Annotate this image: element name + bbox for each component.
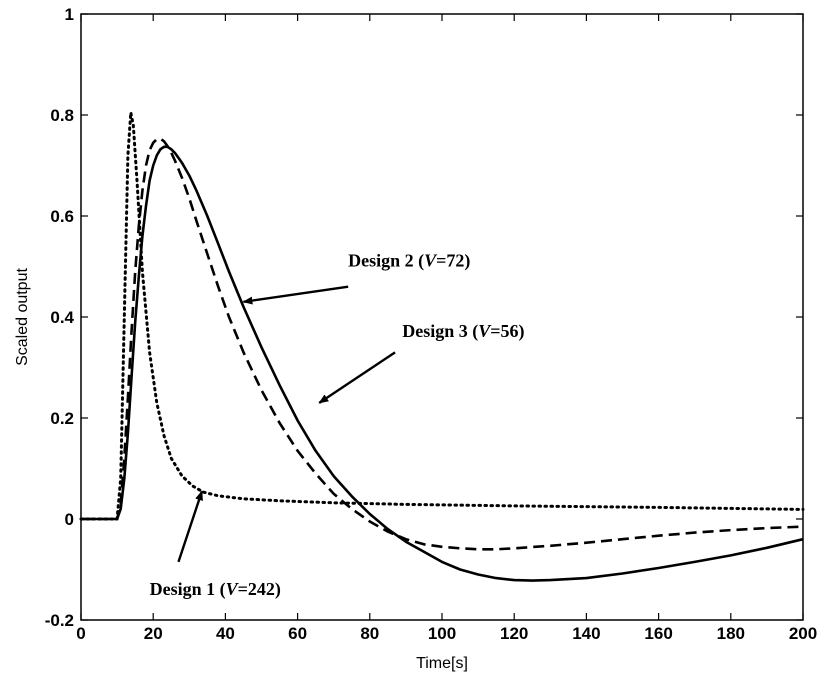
x-tick-label: 120 <box>500 624 528 643</box>
y-tick-label: 0.2 <box>50 409 74 428</box>
series-lines <box>79 111 805 582</box>
annotation-label-part: =242) <box>238 579 281 600</box>
x-tick-label: 0 <box>76 624 85 643</box>
x-tick-label: 100 <box>428 624 456 643</box>
y-tick-label: 1 <box>65 5 74 24</box>
y-tick-label: 0.4 <box>50 308 74 327</box>
x-tick-label: 80 <box>360 624 379 643</box>
annotation-label: Design 1 (V=242) <box>150 579 281 600</box>
annotation-arrow <box>318 351 396 404</box>
y-tick-label: 0.8 <box>50 106 74 125</box>
x-tick-label: 140 <box>572 624 600 643</box>
x-tick-label: 40 <box>216 624 235 643</box>
series-line-dashed <box>81 137 804 551</box>
annotation-label: Design 3 (V=56) <box>402 321 524 342</box>
annotation-label-part: Design 1 ( <box>150 579 226 600</box>
series-line-solid <box>81 145 804 582</box>
annotation-label-part: Design 3 ( <box>402 321 478 342</box>
x-tick-label: 160 <box>644 624 672 643</box>
annotation-arrow <box>242 285 349 305</box>
x-tick-label: 20 <box>144 624 163 643</box>
y-tick-label: -0.2 <box>45 611 74 630</box>
annotations: Design 2 (V=72)Design 3 (V=56)Design 1 (… <box>150 251 525 600</box>
x-tick-label: 60 <box>288 624 307 643</box>
y-tick-label: 0 <box>65 510 74 529</box>
plot-area <box>80 13 804 621</box>
annotation-label-part: =72) <box>436 251 470 272</box>
annotation-label-part: V <box>226 579 240 599</box>
x-tick-label: 180 <box>717 624 745 643</box>
tick-labels: 0 20 40 60 80 100 120 140 160 180 200-0.200.20.40.… <box>45 5 817 643</box>
x-tick-label: 200 <box>789 624 817 643</box>
annotation-label: Design 2 (V=72) <box>348 251 470 272</box>
annotation-label-part: =56) <box>490 321 524 342</box>
x-axis-label: Time[s] <box>416 655 468 672</box>
annotation-arrow <box>177 490 204 563</box>
annotation-label-part: V <box>478 321 492 341</box>
annotation-label-part: Design 2 ( <box>348 251 424 272</box>
y-axis-label: Scaled output <box>14 268 31 366</box>
y-tick-label: 0.6 <box>50 207 74 226</box>
axis-ticks <box>80 13 804 621</box>
annotation-label-part: V <box>424 251 438 271</box>
